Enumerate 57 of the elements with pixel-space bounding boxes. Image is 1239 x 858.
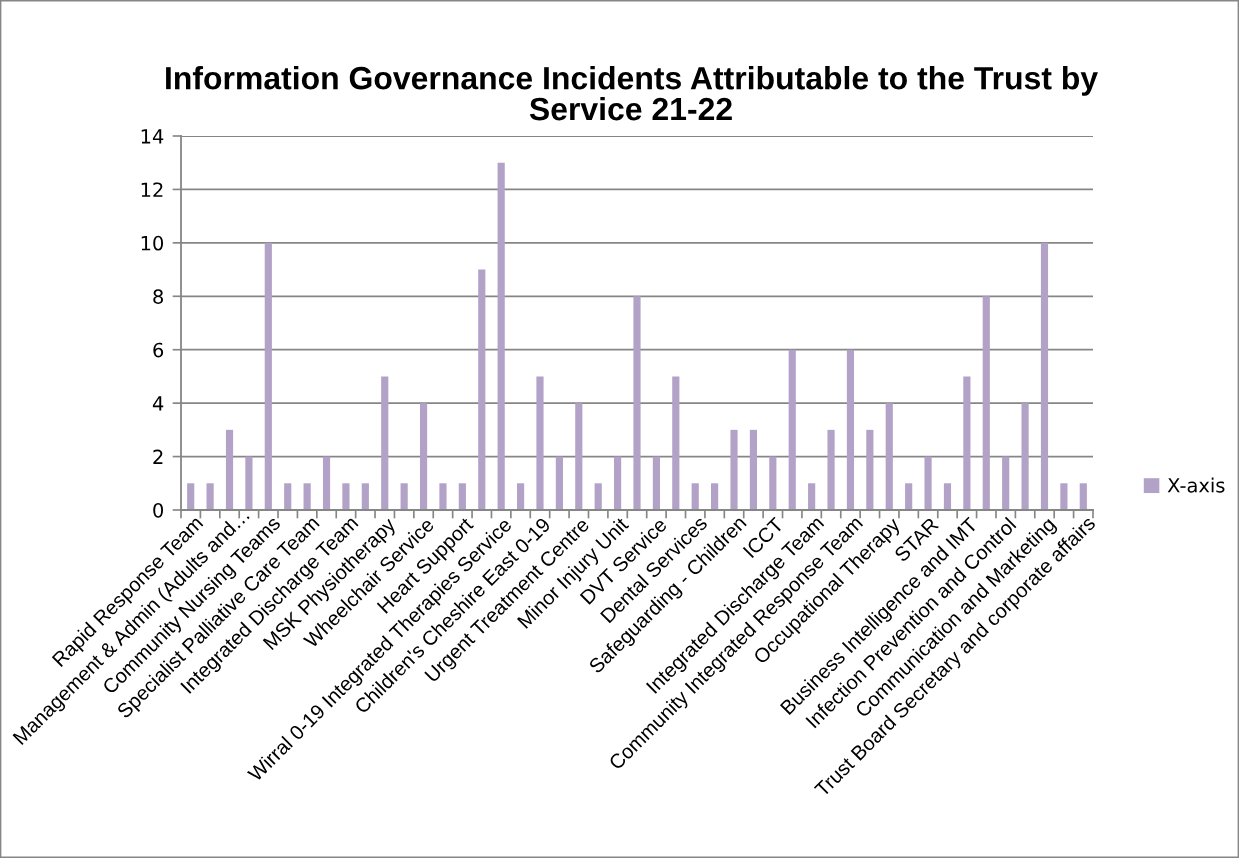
y-tick-label: 4 (152, 396, 164, 411)
bar (322, 456, 331, 510)
bar (827, 429, 835, 510)
bar (905, 483, 913, 510)
bar (264, 242, 272, 510)
bar (672, 376, 680, 510)
bar (885, 403, 893, 510)
bar (711, 483, 719, 510)
y-tick-label: 12 (141, 182, 163, 197)
bar (497, 162, 505, 510)
bar (730, 429, 738, 510)
bar (555, 456, 563, 510)
legend-label: X-axis (1167, 477, 1225, 493)
bar (400, 483, 408, 510)
bar (303, 483, 311, 510)
bar (769, 456, 777, 510)
bar (381, 376, 389, 510)
bar (342, 483, 350, 510)
bar (1021, 403, 1029, 510)
bar (982, 296, 990, 510)
bar (458, 483, 466, 510)
bar (691, 483, 699, 510)
bar (206, 483, 214, 510)
bar (1079, 483, 1087, 510)
y-tick-label: 6 (153, 342, 164, 358)
bar (536, 376, 544, 510)
y-tick-label: 14 (141, 129, 164, 144)
bar (419, 403, 428, 510)
bar (963, 376, 971, 510)
y-tick-label: 0 (153, 502, 164, 518)
chart-title: Information Governance Incidents Attributable to the Trust by Service 21-22 (166, 66, 1098, 121)
bar (808, 483, 816, 510)
bar (633, 296, 641, 510)
y-tick-label: 2 (153, 449, 163, 464)
bar (943, 483, 952, 510)
bar (1040, 242, 1049, 510)
bar (245, 456, 253, 510)
bar (284, 483, 292, 510)
bar (439, 483, 447, 510)
bar (478, 269, 486, 510)
bar (575, 403, 583, 510)
y-tick-label: 10 (141, 235, 164, 251)
bar (652, 456, 660, 510)
bar (788, 349, 796, 510)
y-tick-label: 8 (153, 289, 163, 304)
bar (924, 456, 932, 510)
bar (749, 429, 758, 510)
bar (516, 483, 525, 510)
bar (361, 483, 369, 510)
bar (614, 456, 622, 510)
bar (594, 483, 602, 510)
bar (866, 429, 874, 510)
bar (846, 349, 855, 510)
bar (1002, 456, 1010, 510)
bar (1060, 483, 1068, 510)
bar (187, 483, 195, 510)
bar (225, 429, 234, 510)
